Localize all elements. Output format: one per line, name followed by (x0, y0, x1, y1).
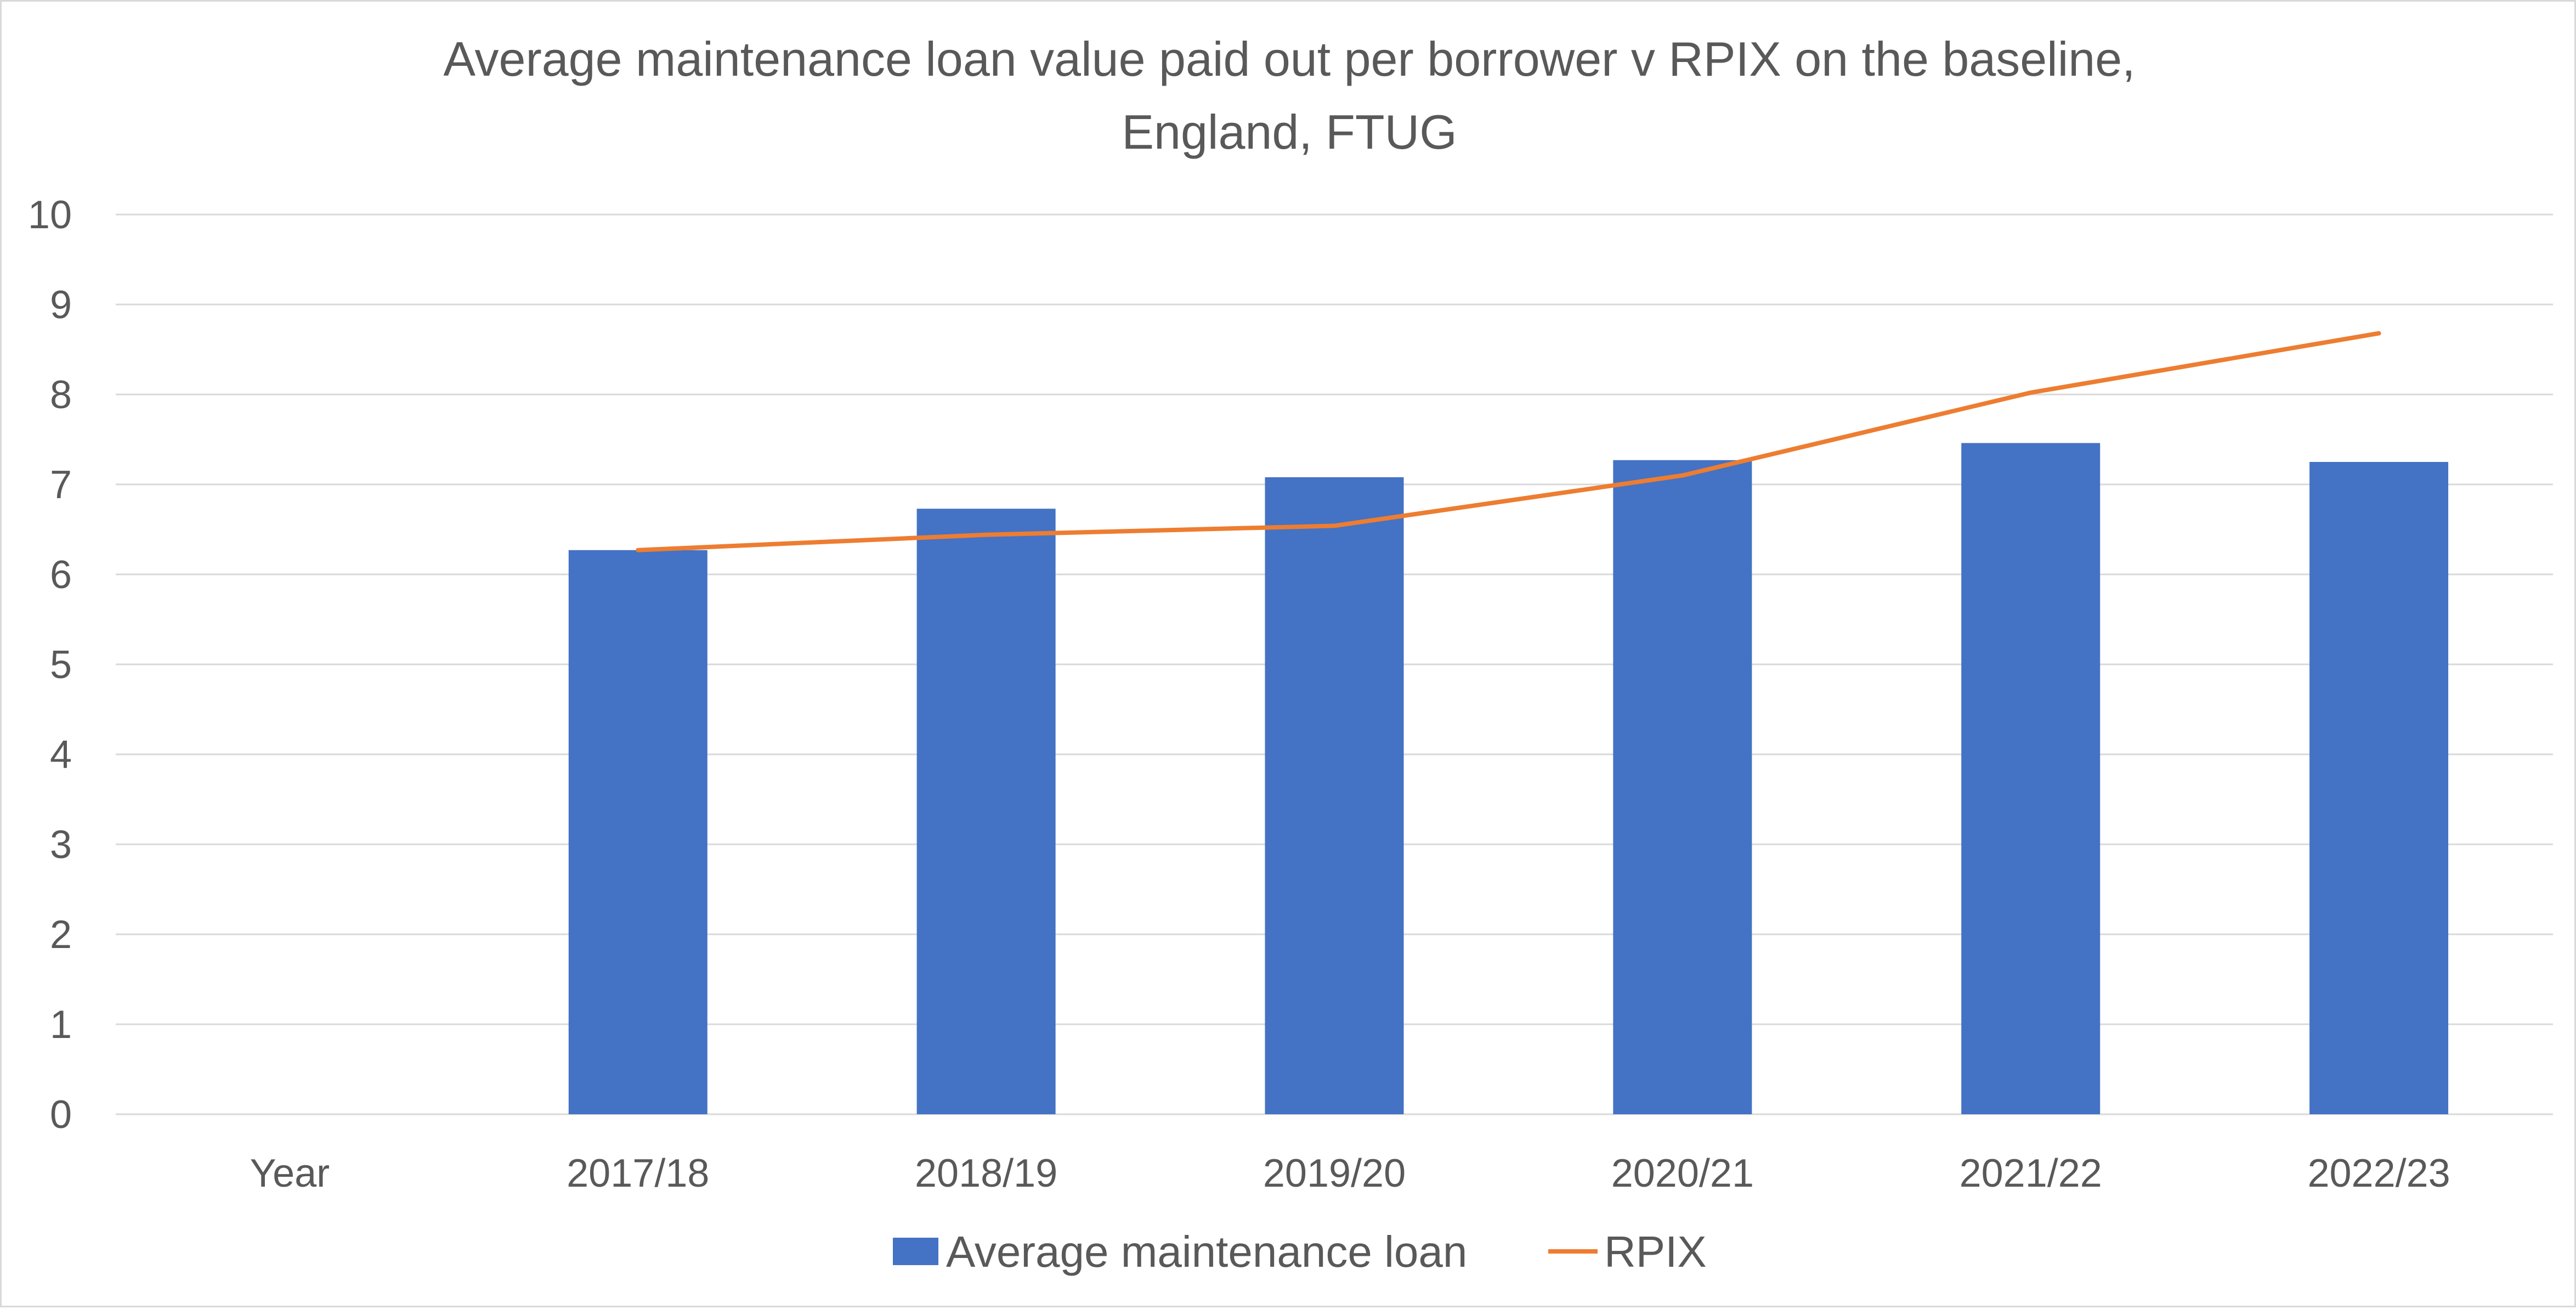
chart-title-line-2: England, FTUG (1122, 105, 1457, 159)
line-series (636, 331, 2381, 552)
chart-title-line-1: Average maintenance loan value paid out … (443, 32, 2135, 86)
x-tick-label: 2019/20 (1263, 1152, 1406, 1195)
x-tick-label: 2020/21 (1611, 1152, 1754, 1195)
y-tick-label: 4 (50, 733, 72, 777)
line-rpix (636, 331, 2381, 552)
bar-2021-22 (1961, 443, 2101, 1114)
y-tick-label: 9 (50, 283, 72, 327)
bar-2020-21 (1613, 460, 1752, 1114)
legend-label-rpix: RPIX (1604, 1227, 1707, 1276)
legend: Average maintenance loan RPIX (893, 1227, 1707, 1276)
y-tick-label: 5 (50, 643, 72, 687)
legend-label-average-maintenance-loan: Average maintenance loan (946, 1227, 1467, 1276)
bar-series (568, 443, 2449, 1114)
legend-swatch-average-maintenance-loan (893, 1238, 938, 1265)
x-tick-label: 2021/22 (1960, 1152, 2102, 1195)
bar-2022-23 (2309, 462, 2449, 1114)
bar-2018-19 (916, 509, 1056, 1114)
y-tick-label: 3 (50, 823, 72, 867)
chart-title: Average maintenance loan value paid out … (443, 32, 2135, 159)
bar-2019-20 (1265, 477, 1404, 1114)
bar-2017-18 (568, 550, 707, 1114)
y-tick-label: 1 (50, 1003, 72, 1047)
y-tick-label: 0 (50, 1093, 72, 1137)
y-tick-label: 2 (50, 913, 72, 957)
y-tick-label: 7 (50, 463, 72, 507)
x-tick-label: 2022/23 (2307, 1152, 2450, 1195)
x-axis-tick-labels: Year 2017/18 2018/19 2019/20 2020/21 2021/22 2… (250, 1152, 2450, 1195)
y-tick-label: 8 (50, 373, 72, 417)
x-tick-label: Year (250, 1152, 330, 1195)
x-tick-label: 2017/18 (567, 1152, 709, 1195)
y-axis-tick-labels: 0 1 2 3 4 5 6 7 8 9 10 (28, 193, 72, 1137)
y-tick-label: 6 (50, 553, 72, 597)
y-tick-label: 10 (28, 193, 72, 237)
x-tick-label: 2018/19 (915, 1152, 1057, 1195)
